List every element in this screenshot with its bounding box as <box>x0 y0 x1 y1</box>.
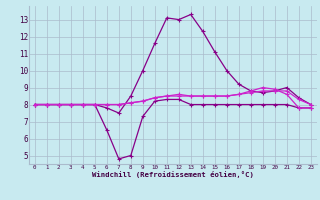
X-axis label: Windchill (Refroidissement éolien,°C): Windchill (Refroidissement éolien,°C) <box>92 171 254 178</box>
